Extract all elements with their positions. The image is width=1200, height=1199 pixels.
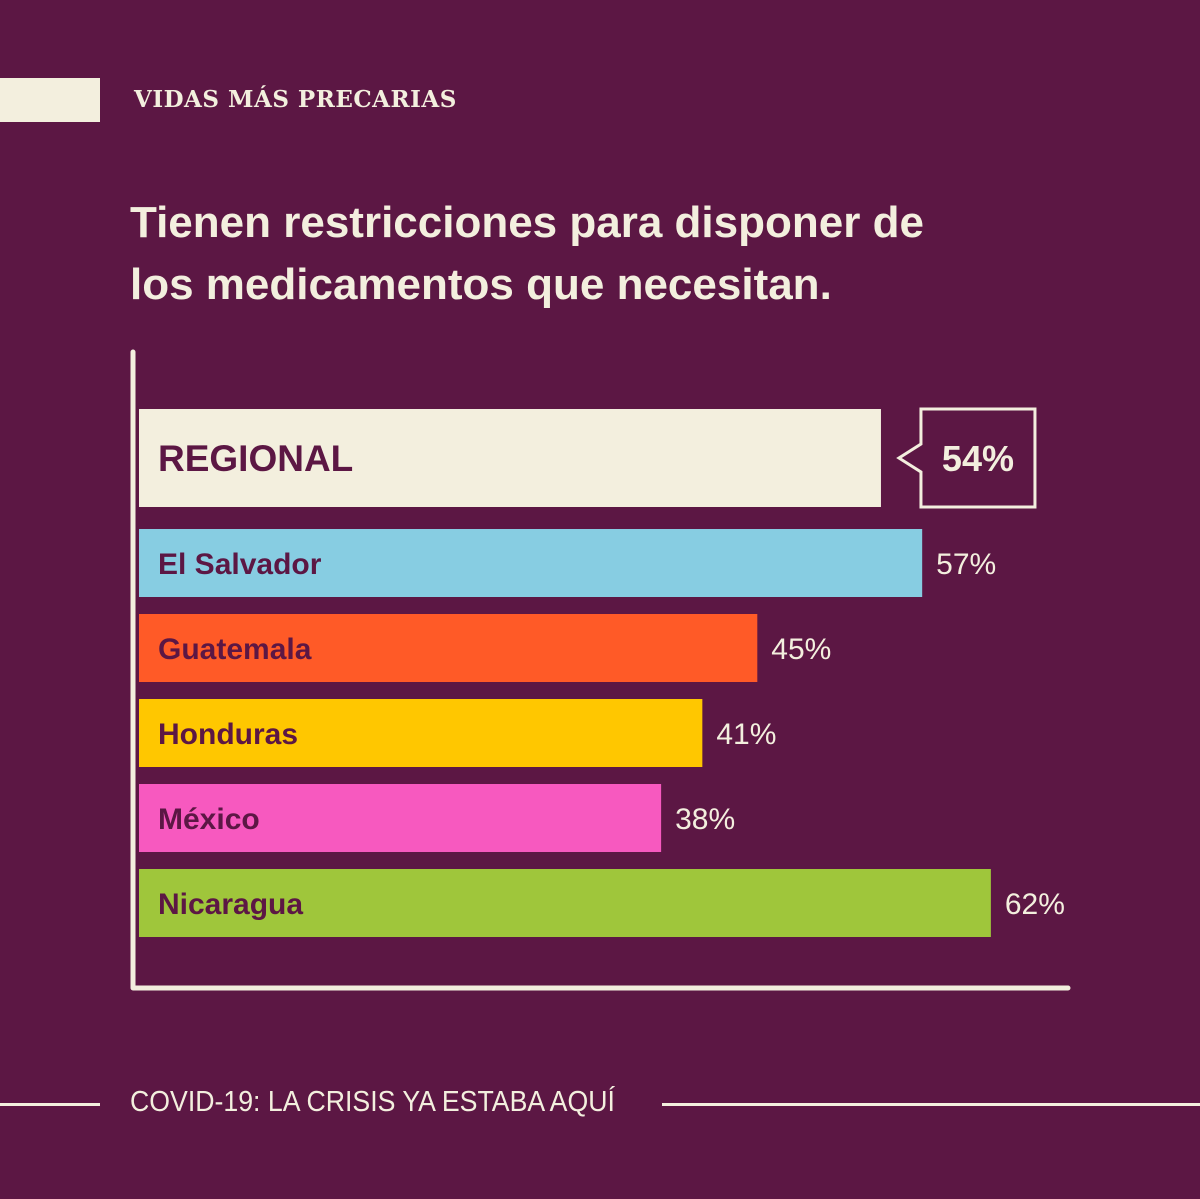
bar-label-el-salvador: El Salvador	[158, 548, 322, 581]
bar-el-salvador	[139, 529, 923, 597]
bar-mexico	[139, 784, 662, 852]
bar-guatemala	[139, 614, 758, 682]
footer-rule-right	[662, 1103, 1200, 1106]
chart-title-line-2: los medicamentos que necesitan.	[130, 260, 832, 309]
bar-label-mexico: México	[158, 803, 260, 836]
footer-rule-left	[0, 1103, 100, 1106]
value-label-el-salvador: 57%	[936, 548, 996, 581]
value-label-guatemala: 45%	[771, 633, 831, 666]
bar-label-guatemala: Guatemala	[158, 633, 312, 666]
bar-label-regional: REGIONAL	[158, 438, 353, 479]
bar-regional	[139, 409, 881, 507]
value-label-honduras: 41%	[716, 718, 776, 751]
callout-box	[896, 407, 1037, 509]
value-label-regional: 54%	[942, 438, 1014, 479]
bar-label-nicaragua: Nicaragua	[158, 888, 303, 921]
chart-title-line-1: Tienen restricciones para disponer de	[130, 198, 924, 247]
bar-nicaragua	[139, 869, 991, 937]
chart-title: Tienen restricciones para disponer de lo…	[130, 192, 1090, 316]
footer-text: COVID-19: LA CRISIS YA ESTABA AQUÍ	[130, 1086, 615, 1118]
section-kicker: VIDAS MÁS PRECARIAS	[134, 86, 457, 113]
bar-label-honduras: Honduras	[158, 718, 298, 751]
section-tag-block	[0, 78, 100, 122]
chart-axis	[130, 349, 1071, 991]
bar-honduras	[139, 699, 703, 767]
value-label-nicaragua: 62%	[1005, 888, 1065, 921]
value-label-mexico: 38%	[675, 803, 735, 836]
